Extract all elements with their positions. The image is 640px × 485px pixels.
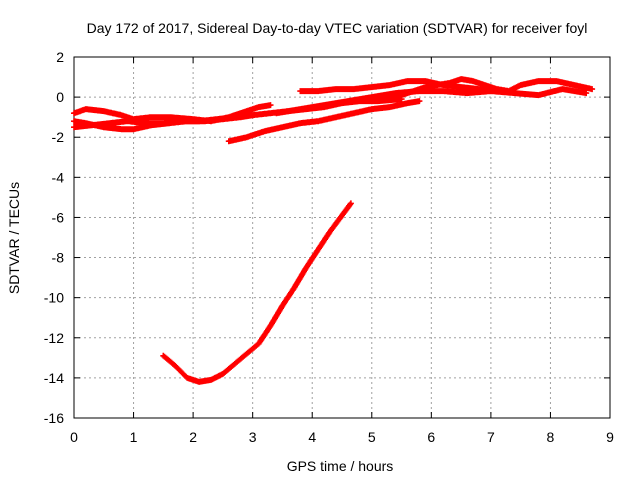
y-tick-label: -10 <box>44 290 64 306</box>
series-markers <box>225 98 423 145</box>
x-tick-label: 2 <box>189 429 197 445</box>
x-tick-label: 3 <box>249 429 257 445</box>
x-tick-label: 9 <box>606 429 614 445</box>
x-tick-label: 1 <box>130 429 138 445</box>
y-tick-label: -6 <box>52 209 65 225</box>
x-tick-label: 0 <box>70 429 78 445</box>
x-tick-label: 8 <box>547 429 555 445</box>
y-tick-label: -14 <box>44 370 64 386</box>
y-tick-label: -4 <box>52 169 65 185</box>
series-trace-d <box>225 98 423 145</box>
plot-frame <box>73 56 611 419</box>
series-trace-g <box>273 86 590 117</box>
y-tick-label: 0 <box>56 89 64 105</box>
x-tick-label: 5 <box>368 429 376 445</box>
y-axis-label: SDTVAR / TECUs <box>6 182 22 294</box>
axis-ticks: 0 1 2 3 4 5 6 7 8 9 2 0 -2 -4 -6 -8 -10 -12 -14 -16 <box>44 49 614 445</box>
x-tick-label: 4 <box>308 429 316 445</box>
series-markers <box>160 200 354 385</box>
series-trace-h <box>160 200 354 385</box>
x-axis-label: GPS time / hours <box>287 458 394 474</box>
y-tick-label: -2 <box>52 129 65 145</box>
data-series <box>71 76 596 385</box>
chart-title: Day 172 of 2017, Sidereal Day-to-day VTE… <box>87 20 588 36</box>
y-tick-label: -12 <box>44 330 64 346</box>
series-markers <box>273 86 590 117</box>
x-tick-label: 6 <box>427 429 435 445</box>
y-tick-label: 2 <box>56 49 64 65</box>
y-tick-label: -16 <box>44 410 64 426</box>
x-tick-label: 7 <box>487 429 495 445</box>
y-tick-label: -8 <box>52 250 65 266</box>
